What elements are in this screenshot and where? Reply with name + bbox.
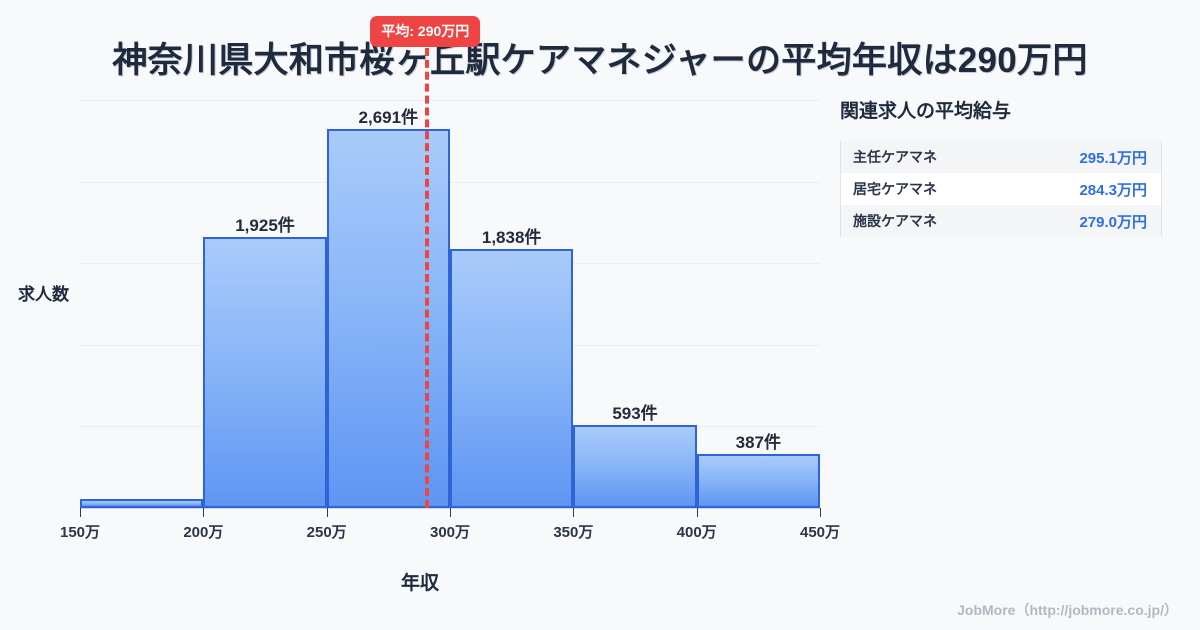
x-axis-title: 年収 — [400, 573, 439, 594]
average-line — [425, 48, 430, 508]
x-axis-tick — [573, 508, 575, 517]
plot-area: 1,925件 2,691件 1,838件 593件 387件 150万 200万 250万 30… — [60, 16, 840, 541]
histogram-bar — [203, 237, 327, 508]
salary-row-label: 主任ケアマネ — [853, 149, 937, 165]
related-salary-table: 主任ケアマネ 295.1万円居宅ケアマネ 284.3万円施設ケアマネ 279.0万円 — [840, 141, 1162, 237]
x-axis-tick-label: 350万 — [553, 524, 594, 541]
x-axis-tick-label: 450万 — [799, 524, 841, 541]
average-badge: 平均: 290万円 — [370, 16, 481, 47]
histogram-bar — [450, 249, 574, 508]
salary-row-label: 居宅ケアマネ — [853, 181, 937, 197]
bar-value-label: 387件 — [735, 432, 782, 452]
x-axis-tick-label: 150万 — [59, 524, 101, 541]
x-axis-tick-label: 250万 — [306, 524, 347, 541]
x-axis-tick — [696, 508, 698, 517]
related-salary-panel: 関連求人の平均給与 主任ケアマネ 295.1万円居宅ケアマネ 284.3万円施設ケア… — [836, 96, 1186, 237]
histogram-bar — [573, 424, 697, 508]
histogram-bar — [80, 499, 204, 508]
x-axis-tick — [80, 508, 81, 517]
salary-table-row: 施設ケアマネ 279.0万円 — [841, 205, 1161, 237]
salary-row-value: 279.0万円 — [1079, 213, 1147, 231]
y-axis-title: 求人数 — [18, 285, 69, 304]
salary-row-value: 295.1万円 — [1079, 149, 1147, 167]
histogram-bar — [326, 129, 450, 508]
salary-table-row: 主任ケアマネ 295.1万円 — [841, 141, 1161, 173]
x-axis-tick — [203, 508, 205, 517]
gridline — [80, 100, 820, 101]
x-axis-tick — [820, 508, 821, 517]
footer-credit: JobMore（http://jobmore.co.jp/） — [957, 602, 1178, 618]
x-axis-tick-label: 300万 — [429, 524, 471, 541]
x-axis-tick — [450, 508, 451, 517]
histogram-chart: 求人数 1,925件 2,691件 1,838件 593件 387件 150万 200万 25… — [18, 16, 840, 594]
salary-row-label: 施設ケアマネ — [853, 213, 937, 229]
bar-value-label: 1,925件 — [235, 216, 295, 236]
bar-value-label: 1,838件 — [481, 228, 542, 248]
histogram-bar — [696, 453, 820, 508]
gridline — [80, 182, 820, 183]
salary-row-value: 284.3万円 — [1079, 181, 1147, 199]
bar-value-label: 2,691件 — [358, 108, 419, 128]
x-axis-tick-label: 400万 — [676, 524, 717, 541]
salary-table-row: 居宅ケアマネ 284.3万円 — [841, 173, 1161, 205]
page-title: 神奈川県大和市桜ヶ丘駅ケアマネジャーの平均年収は290万円 — [112, 41, 1088, 80]
bar-value-label: 593件 — [612, 403, 658, 423]
x-axis-tick-label: 200万 — [183, 524, 224, 541]
side-panel-title: 関連求人の平均給与 — [840, 101, 1012, 122]
x-axis-tick — [326, 508, 328, 517]
